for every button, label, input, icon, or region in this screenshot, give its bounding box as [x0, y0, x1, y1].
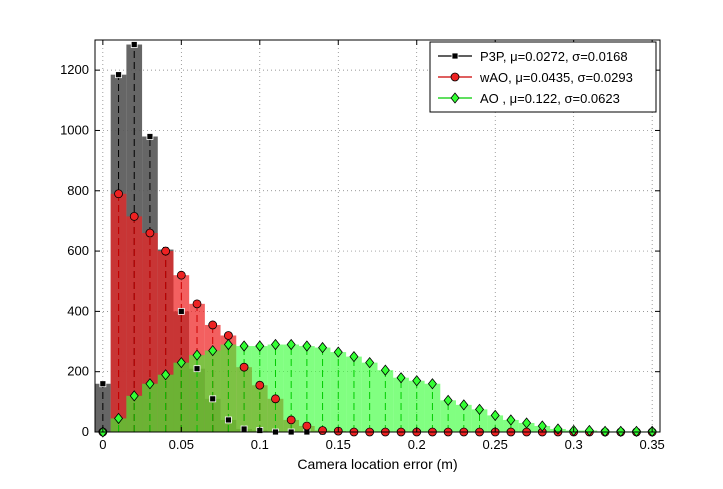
legend-marker-0: [451, 52, 459, 60]
marker-s2-1: [114, 412, 124, 425]
bar-s2-14: [314, 347, 331, 432]
marker-s2-18: [380, 364, 390, 376]
marker-s0-3: [146, 133, 154, 140]
marker-s2-13: [302, 340, 312, 352]
x-tick-label-0: 0: [99, 437, 106, 452]
marker-s2-3: [145, 378, 155, 390]
y-tick-label-4: 800: [67, 183, 89, 198]
marker-s1-7: [208, 320, 218, 330]
marker-s1-2: [129, 211, 139, 221]
x-tick-label-2: 0.1: [251, 437, 269, 452]
marker-s2-15: [333, 346, 343, 358]
bar-s2-11: [267, 344, 284, 432]
marker-s2-9: [239, 340, 249, 352]
marker-s2-23: [459, 399, 469, 411]
marker-s1-10: [255, 380, 265, 390]
marker-s1-11: [271, 394, 280, 404]
bar-s2-12: [283, 344, 300, 432]
x-tick-label-7: 0.35: [639, 437, 664, 452]
bar-s1-1: [110, 193, 127, 432]
marker-s1-12: [286, 415, 296, 425]
legend-label-0: P3P, μ=0.0272, σ=0.0168: [480, 49, 628, 64]
marker-s0-9: [240, 425, 248, 433]
marker-s0-7: [209, 395, 217, 403]
marker-s2-14: [318, 341, 328, 354]
marker-s2-24: [475, 403, 485, 416]
marker-s2-8: [223, 338, 233, 351]
marker-s2-10: [255, 340, 265, 352]
marker-s1-5: [176, 270, 186, 280]
legend-marker-2: [450, 92, 460, 104]
marker-s0-8: [225, 416, 232, 424]
marker-s2-29: [553, 423, 563, 435]
plot-frame: [94, 39, 661, 433]
marker-s2-4: [161, 369, 171, 381]
bar-s1-2: [126, 216, 143, 432]
marker-s2-22: [443, 394, 453, 406]
x-tick-label-1: 0.05: [169, 437, 194, 452]
bar-s2-2: [126, 395, 143, 432]
marker-s2-28: [537, 420, 547, 432]
marker-s0-0: [99, 380, 107, 388]
marker-s0-5: [177, 307, 185, 315]
bar-s2-13: [299, 346, 315, 432]
x-tick-label-3: 0.15: [326, 437, 351, 452]
marker-s2-32: [600, 425, 610, 438]
y-tick-label-3: 600: [67, 243, 89, 258]
x-tick-label-4: 0.2: [408, 437, 426, 452]
y-tick-label-6: 1200: [60, 62, 89, 77]
marker-s1-3: [145, 228, 155, 238]
legend-label-1: wAO, μ=0.0435, σ=0.0293: [479, 70, 633, 85]
marker-s2-19: [396, 372, 406, 384]
marker-s2-7: [208, 344, 218, 357]
grid-lines: [95, 40, 660, 433]
x-tick-label-6: 0.3: [565, 437, 583, 452]
marker-s2-33: [616, 425, 626, 438]
y-tick-label-1: 200: [67, 364, 89, 379]
marker-s1-4: [161, 246, 171, 256]
x-axis-label: Camera location error (m): [297, 456, 457, 472]
legend: P3P, μ=0.0272, σ=0.0168 wAO, μ=0.0435, σ=…: [429, 41, 657, 113]
marker-s1-8: [224, 331, 233, 340]
bar-s2-7: [204, 350, 221, 432]
x-tick-label-5: 0.25: [483, 437, 508, 452]
marker-s2-11: [270, 338, 280, 351]
marker-s1-9: [239, 362, 249, 372]
marker-s0-2: [130, 41, 138, 48]
marker-s2-25: [490, 409, 500, 422]
marker-s1-6: [192, 299, 202, 309]
marker-s2-21: [427, 378, 437, 390]
marker-s2-34: [631, 425, 641, 438]
marker-s0-1: [115, 71, 122, 79]
bar-s2-8: [220, 344, 237, 432]
marker-s2-5: [176, 357, 186, 369]
marker-s1-13: [302, 421, 312, 431]
legend-label-2: AO , μ=0.122, σ=0.0623: [480, 91, 620, 106]
marker-s2-2: [129, 390, 139, 402]
y-tick-label-0: 0: [82, 424, 89, 439]
marker-s1-14: [318, 426, 327, 435]
y-tick-label-5: 1000: [60, 122, 89, 137]
marker-s2-17: [365, 357, 375, 369]
bar-s2-25: [487, 415, 504, 432]
marker-s2-16: [349, 350, 359, 363]
marker-s1-1: [114, 189, 123, 199]
marker-s2-31: [584, 424, 594, 437]
marker-s2-20: [412, 375, 422, 387]
marker-s2-6: [192, 349, 202, 361]
legend-marker-1: [450, 72, 460, 82]
bar-s2-18: [377, 370, 394, 432]
marker-s0-6: [193, 365, 201, 373]
marker-s2-27: [522, 417, 532, 429]
marker-s2-26: [506, 414, 516, 426]
y-tick-label-2: 400: [67, 303, 89, 318]
marker-s2-12: [286, 338, 296, 351]
